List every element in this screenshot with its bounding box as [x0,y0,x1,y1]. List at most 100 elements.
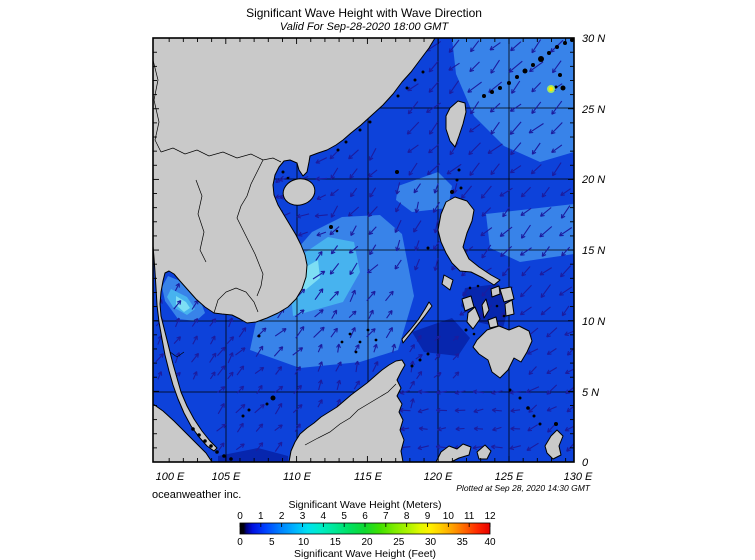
wave-arrow [499,187,513,197]
meters-tick: 10 [443,511,455,522]
borneo-island [288,359,406,463]
wave-arrow [216,423,227,432]
island-dot [522,68,528,74]
feet-tick: 20 [361,537,373,548]
island-dot [459,186,463,190]
wave-arrow [209,371,216,380]
island-dot [241,414,245,418]
wave-arrow [336,343,341,353]
mindoro-island [441,274,454,291]
wave-arrow [418,426,428,432]
wave-arrow [329,226,340,236]
island-dot [555,45,559,49]
wave-arrow [173,299,182,310]
wave-arrow [428,144,439,154]
wave-arrow [468,123,481,133]
wave-arrow [315,251,323,261]
wave-arrow [349,168,358,179]
hotspot-core [548,86,554,92]
wave-arrow [531,142,541,155]
wave-arrow [490,444,503,450]
wave-arrow [417,445,429,451]
wave-arrow [274,424,283,432]
wave-arrow [417,389,429,395]
sulawesi-islet [476,444,492,460]
wave-arrow [436,407,448,413]
meters-tick: 2 [279,511,285,522]
wave-arrow [426,163,441,176]
meters-tick: 11 [464,511,475,522]
island-dot [526,406,530,410]
wave-arrow [546,406,557,412]
island-dot [348,332,352,336]
wave-arrow [467,81,482,93]
wave-arrow [367,169,378,178]
sulawesi-island [435,443,472,463]
taiwan-island [445,100,467,148]
lat-label: 0 [582,457,589,469]
meters-tick: 12 [484,511,496,522]
negros-island [466,306,481,330]
small-islands [191,38,574,461]
hainan-island [282,178,316,206]
land-masses [152,37,564,463]
meters-tick: 4 [321,511,327,522]
wave-arrow [155,353,164,363]
page-title: Significant Wave Height with Wave Direct… [246,6,482,20]
wave-arrow [368,148,377,161]
wave-arrow [546,327,558,338]
wave-arrow [520,224,531,239]
country-borders [152,59,397,446]
valid-time-subtitle: Valid For Sep-28-2020 18:00 GMT [280,21,450,33]
wave-arrow [510,41,522,52]
wave-arrow [437,426,447,432]
island-dot [335,229,339,233]
wave-arrow [273,385,284,394]
wave-arrow [490,59,500,74]
lat-label: 30 N [582,33,605,45]
wave-arrow [367,206,378,218]
longitude-labels: 100 E 105 E 110 E 115 E 120 E 125 E 130 … [156,471,593,483]
wave-arrow [368,226,377,236]
wave-arrow [347,206,360,217]
wave-arrow [348,245,359,254]
wave-arrow [559,227,573,237]
wave-arrow [499,226,513,237]
wave-arrow [255,423,264,432]
island-dot [358,340,362,344]
wave-arrow [373,343,378,353]
wave-arrow [192,335,198,345]
wave-arrow [489,102,501,113]
feet-tick: 25 [393,537,405,548]
wave-arrow [428,61,439,73]
wave-arrow [540,306,551,316]
wave-arrow [369,187,377,198]
island-dot [354,350,358,354]
wave-arrow [540,284,551,298]
wave-arrow [432,240,440,251]
wave-arrow [468,142,481,156]
wave-arrow [414,201,420,214]
island-dot [570,38,574,42]
wave-arrow [528,366,537,376]
wave-arrow [454,390,466,395]
wave-arrow [407,144,419,154]
wave-arrow [452,353,460,361]
wave-arrow [407,101,419,115]
lat-label: 25 N [581,104,605,116]
feet-tick: 35 [457,537,469,548]
wave-arrow [492,426,502,432]
wave-arrow [510,426,521,432]
wave-arrow [433,219,439,234]
wave-arrow [472,389,485,395]
island-dot [410,364,414,368]
degree-ticks [153,38,574,462]
wave-arrow [546,348,557,355]
plotted-timestamp: Plotted at Sep 28, 2020 14:30 GMT [456,483,591,493]
wave-arrow [455,426,465,432]
island-dot [405,86,409,90]
wave-arrow [561,246,571,257]
wave-arrow [295,326,305,339]
wave-arrow [472,445,485,451]
